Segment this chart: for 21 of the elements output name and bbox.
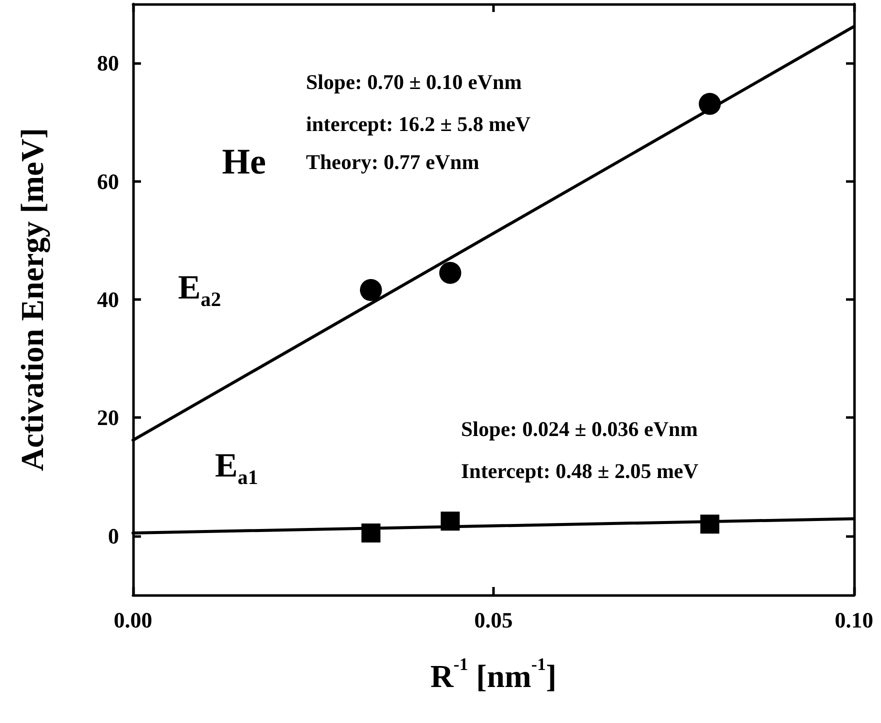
y-tick-label: 80: [97, 50, 119, 76]
point: [439, 262, 462, 284]
annotation: He: [222, 142, 266, 182]
y-tick-label: 0: [108, 523, 119, 548]
y-tick-label: 20: [97, 405, 119, 430]
y-tick-label: 40: [97, 287, 119, 312]
y-axis-title: Activation Energy [meV]: [14, 128, 52, 472]
annotation: intercept: 16.2 ± 5.8 meV: [306, 112, 531, 136]
y-tick-label: 60: [97, 168, 119, 194]
annotation: Slope: 0.70 ± 0.10 eVnm: [306, 70, 522, 94]
x-tick-label: 0.05: [474, 608, 513, 632]
annotation: Intercept: 0.48 ± 2.05 meV: [461, 458, 698, 483]
annotation: Theory: 0.77 eVnm: [306, 150, 480, 174]
point: [700, 514, 720, 534]
point: [698, 92, 721, 115]
x-tick-label: 0.00: [114, 608, 152, 632]
x-tick-label: 0.10: [834, 608, 874, 632]
point: [440, 512, 460, 531]
point: [360, 279, 382, 302]
annotation: Slope: 0.024 ± 0.036 eVnm: [461, 416, 698, 441]
point: [361, 523, 380, 542]
